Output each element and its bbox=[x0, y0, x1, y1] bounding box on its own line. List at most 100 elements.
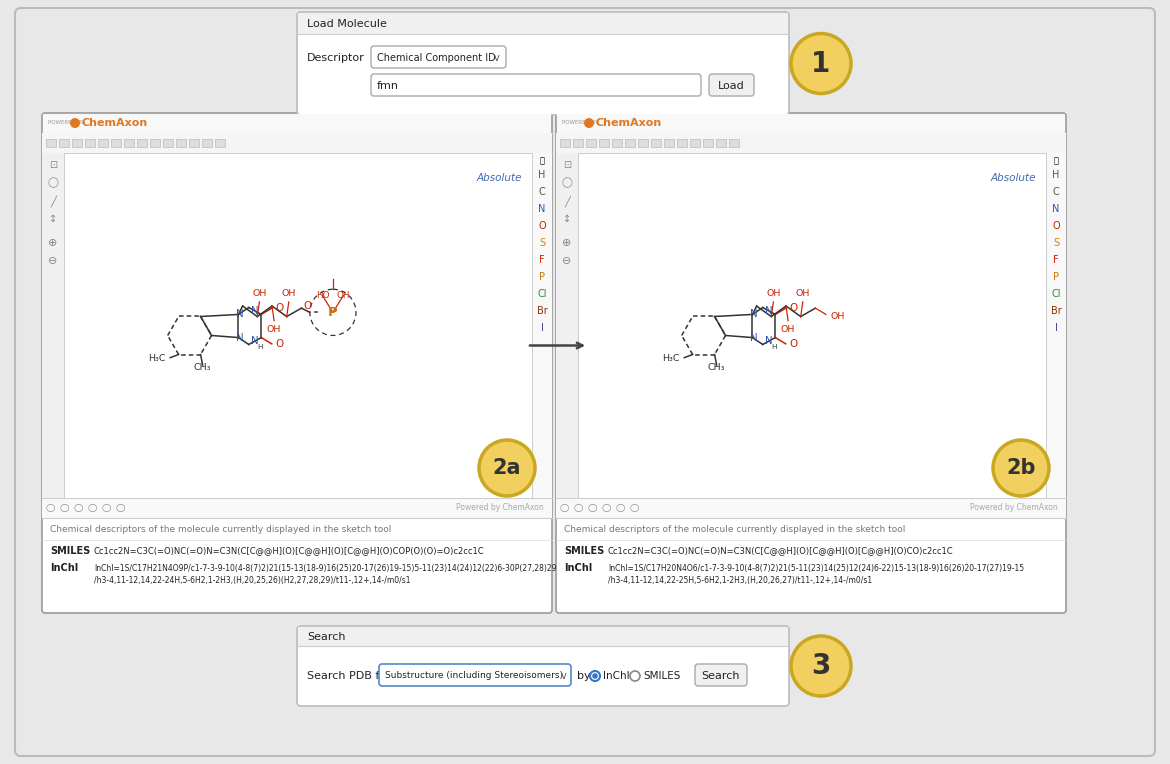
FancyBboxPatch shape bbox=[371, 74, 701, 96]
Text: ChemAxon: ChemAxon bbox=[82, 118, 149, 128]
Circle shape bbox=[584, 118, 594, 128]
Text: v: v bbox=[562, 671, 567, 681]
Text: Absolute: Absolute bbox=[476, 173, 522, 183]
Text: Load: Load bbox=[717, 81, 744, 91]
Text: ◯: ◯ bbox=[573, 503, 583, 513]
Text: Load Molecule: Load Molecule bbox=[307, 19, 387, 29]
Text: H: H bbox=[538, 170, 545, 180]
Circle shape bbox=[592, 673, 598, 678]
Text: 2a: 2a bbox=[493, 458, 522, 478]
Bar bbox=[612, 139, 622, 147]
Bar bbox=[124, 139, 135, 147]
Bar bbox=[665, 139, 674, 147]
Text: N: N bbox=[538, 204, 545, 214]
Bar bbox=[42, 133, 552, 153]
Bar bbox=[556, 133, 1066, 153]
Text: 📊: 📊 bbox=[1053, 157, 1059, 166]
Text: C: C bbox=[538, 187, 545, 197]
Text: OH: OH bbox=[766, 289, 780, 298]
Text: S: S bbox=[539, 238, 545, 248]
FancyBboxPatch shape bbox=[709, 74, 753, 96]
Text: 📊: 📊 bbox=[539, 157, 544, 166]
Bar bbox=[85, 139, 95, 147]
Text: O: O bbox=[790, 339, 798, 349]
Text: SMILES: SMILES bbox=[644, 671, 681, 681]
Bar bbox=[557, 114, 1065, 133]
Text: P: P bbox=[328, 306, 338, 319]
Bar bbox=[560, 139, 570, 147]
Bar bbox=[298, 627, 789, 647]
Text: N: N bbox=[765, 336, 772, 347]
Text: Cl: Cl bbox=[537, 289, 546, 299]
Text: HO: HO bbox=[316, 291, 329, 300]
Text: Absolute: Absolute bbox=[991, 173, 1035, 183]
Bar bbox=[42, 498, 552, 518]
Text: Cl: Cl bbox=[1052, 289, 1061, 299]
Bar bbox=[586, 139, 596, 147]
Text: ↕: ↕ bbox=[563, 214, 571, 224]
Text: Br: Br bbox=[1051, 306, 1061, 316]
FancyBboxPatch shape bbox=[371, 46, 505, 68]
Bar bbox=[729, 139, 739, 147]
Bar bbox=[202, 139, 212, 147]
Bar bbox=[1046, 153, 1066, 498]
Text: Powered by ChemAxon: Powered by ChemAxon bbox=[970, 503, 1058, 513]
Bar bbox=[98, 139, 108, 147]
Bar bbox=[690, 139, 700, 147]
Text: ◯: ◯ bbox=[629, 503, 639, 513]
Text: C: C bbox=[1053, 187, 1059, 197]
Text: O: O bbox=[304, 301, 312, 312]
Text: OH: OH bbox=[267, 325, 281, 334]
Text: OH: OH bbox=[830, 312, 845, 321]
Bar bbox=[190, 139, 199, 147]
Text: ChemAxon: ChemAxon bbox=[596, 118, 662, 128]
Text: O: O bbox=[276, 339, 284, 349]
Bar bbox=[46, 139, 56, 147]
Bar bbox=[599, 139, 610, 147]
FancyBboxPatch shape bbox=[297, 12, 789, 115]
Text: N: N bbox=[765, 306, 772, 316]
Bar bbox=[150, 139, 160, 147]
Text: ⊕: ⊕ bbox=[48, 238, 57, 248]
Text: Search: Search bbox=[307, 632, 345, 642]
Bar bbox=[58, 139, 69, 147]
Text: OH: OH bbox=[780, 325, 796, 334]
Text: OH: OH bbox=[337, 291, 350, 300]
Text: InChI: InChI bbox=[603, 671, 629, 681]
Text: InChI=1S/C17H21N4O9P/c1-7-3-9-10(4-8(7)2)21(15-13(18-9)16(25)20-17(26)19-15)5-11: InChI=1S/C17H21N4O9P/c1-7-3-9-10(4-8(7)2… bbox=[94, 564, 557, 572]
Text: N: N bbox=[750, 309, 757, 319]
Bar bbox=[638, 139, 648, 147]
Bar bbox=[716, 139, 727, 147]
Text: OH: OH bbox=[796, 289, 810, 298]
Text: ◯: ◯ bbox=[587, 503, 597, 513]
Text: ↕: ↕ bbox=[49, 214, 57, 224]
Text: N: N bbox=[1052, 204, 1060, 214]
Text: ⊖: ⊖ bbox=[48, 256, 57, 266]
Text: Chemical descriptors of the molecule currently displayed in the sketch tool: Chemical descriptors of the molecule cur… bbox=[50, 526, 392, 535]
FancyBboxPatch shape bbox=[556, 113, 1066, 613]
Text: Chemical Component ID: Chemical Component ID bbox=[377, 53, 496, 63]
Text: ◯: ◯ bbox=[46, 503, 55, 513]
Text: Cc1cc2N=C3C(=O)NC(=O)N=C3N(C[C@@H](O)[C@@H](O)[C@@H](O)CO)c2cc1C: Cc1cc2N=C3C(=O)NC(=O)N=C3N(C[C@@H](O)[C@… bbox=[608, 546, 954, 555]
Text: ◯: ◯ bbox=[88, 503, 97, 513]
Text: Substructure (including Stereoisomers): Substructure (including Stereoisomers) bbox=[385, 672, 563, 681]
Text: N: N bbox=[235, 309, 243, 319]
Circle shape bbox=[993, 440, 1049, 496]
Text: 1: 1 bbox=[811, 50, 831, 77]
Text: OH: OH bbox=[253, 289, 267, 298]
Text: /h3-4,11-12,14,22-25H,5-6H2,1-2H3,(H,20,26,27)/t11-,12+,14-/m0/s1: /h3-4,11-12,14,22-25H,5-6H2,1-2H3,(H,20,… bbox=[608, 575, 872, 584]
Text: N: N bbox=[250, 336, 259, 347]
Text: N: N bbox=[750, 332, 757, 342]
Text: S: S bbox=[1053, 238, 1059, 248]
Bar bbox=[111, 139, 121, 147]
Text: H₃C: H₃C bbox=[149, 354, 166, 363]
Text: ╱: ╱ bbox=[564, 195, 570, 207]
Text: 2b: 2b bbox=[1006, 458, 1035, 478]
Bar bbox=[176, 139, 186, 147]
Text: POWERED BY: POWERED BY bbox=[48, 121, 84, 125]
Text: by: by bbox=[577, 671, 591, 681]
Circle shape bbox=[791, 34, 851, 93]
Bar bbox=[556, 498, 1066, 518]
Text: POWERED BY: POWERED BY bbox=[562, 121, 598, 125]
FancyBboxPatch shape bbox=[695, 664, 746, 686]
